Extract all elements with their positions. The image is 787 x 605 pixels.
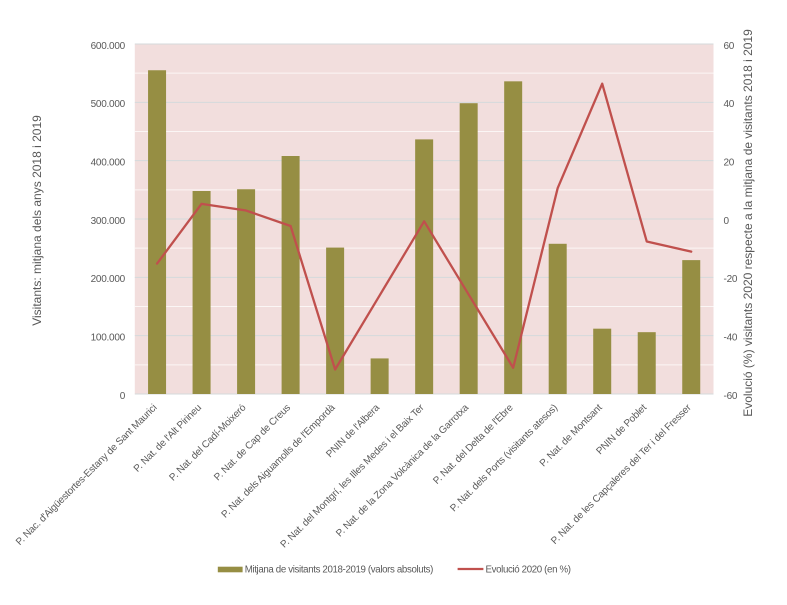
svg-text:400.000: 400.000 — [91, 157, 126, 168]
svg-text:0: 0 — [724, 216, 730, 227]
svg-text:100.000: 100.000 — [91, 332, 126, 343]
svg-text:300.000: 300.000 — [91, 216, 126, 227]
svg-text:Mitjana de visitants 2018-2019: Mitjana de visitants 2018-2019 (valors a… — [245, 564, 433, 575]
svg-text:-20: -20 — [724, 274, 738, 285]
svg-text:Evolució (%) visitants 2020 re: Evolució (%) visitants 2020 respecte a l… — [741, 29, 755, 417]
svg-text:500.000: 500.000 — [91, 99, 126, 110]
svg-text:40: 40 — [724, 99, 735, 110]
svg-text:200.000: 200.000 — [91, 274, 126, 285]
svg-text:0: 0 — [120, 391, 126, 402]
svg-text:-40: -40 — [724, 332, 738, 343]
svg-text:Evolució 2020 (en %): Evolució 2020 (en %) — [486, 564, 571, 575]
svg-text:Visitants: mitjana dels anys 2: Visitants: mitjana dels anys 2018 i 2019 — [30, 115, 44, 326]
svg-text:600.000: 600.000 — [91, 41, 126, 52]
svg-text:20: 20 — [724, 157, 735, 168]
svg-text:-60: -60 — [724, 391, 738, 402]
svg-text:60: 60 — [724, 41, 735, 52]
